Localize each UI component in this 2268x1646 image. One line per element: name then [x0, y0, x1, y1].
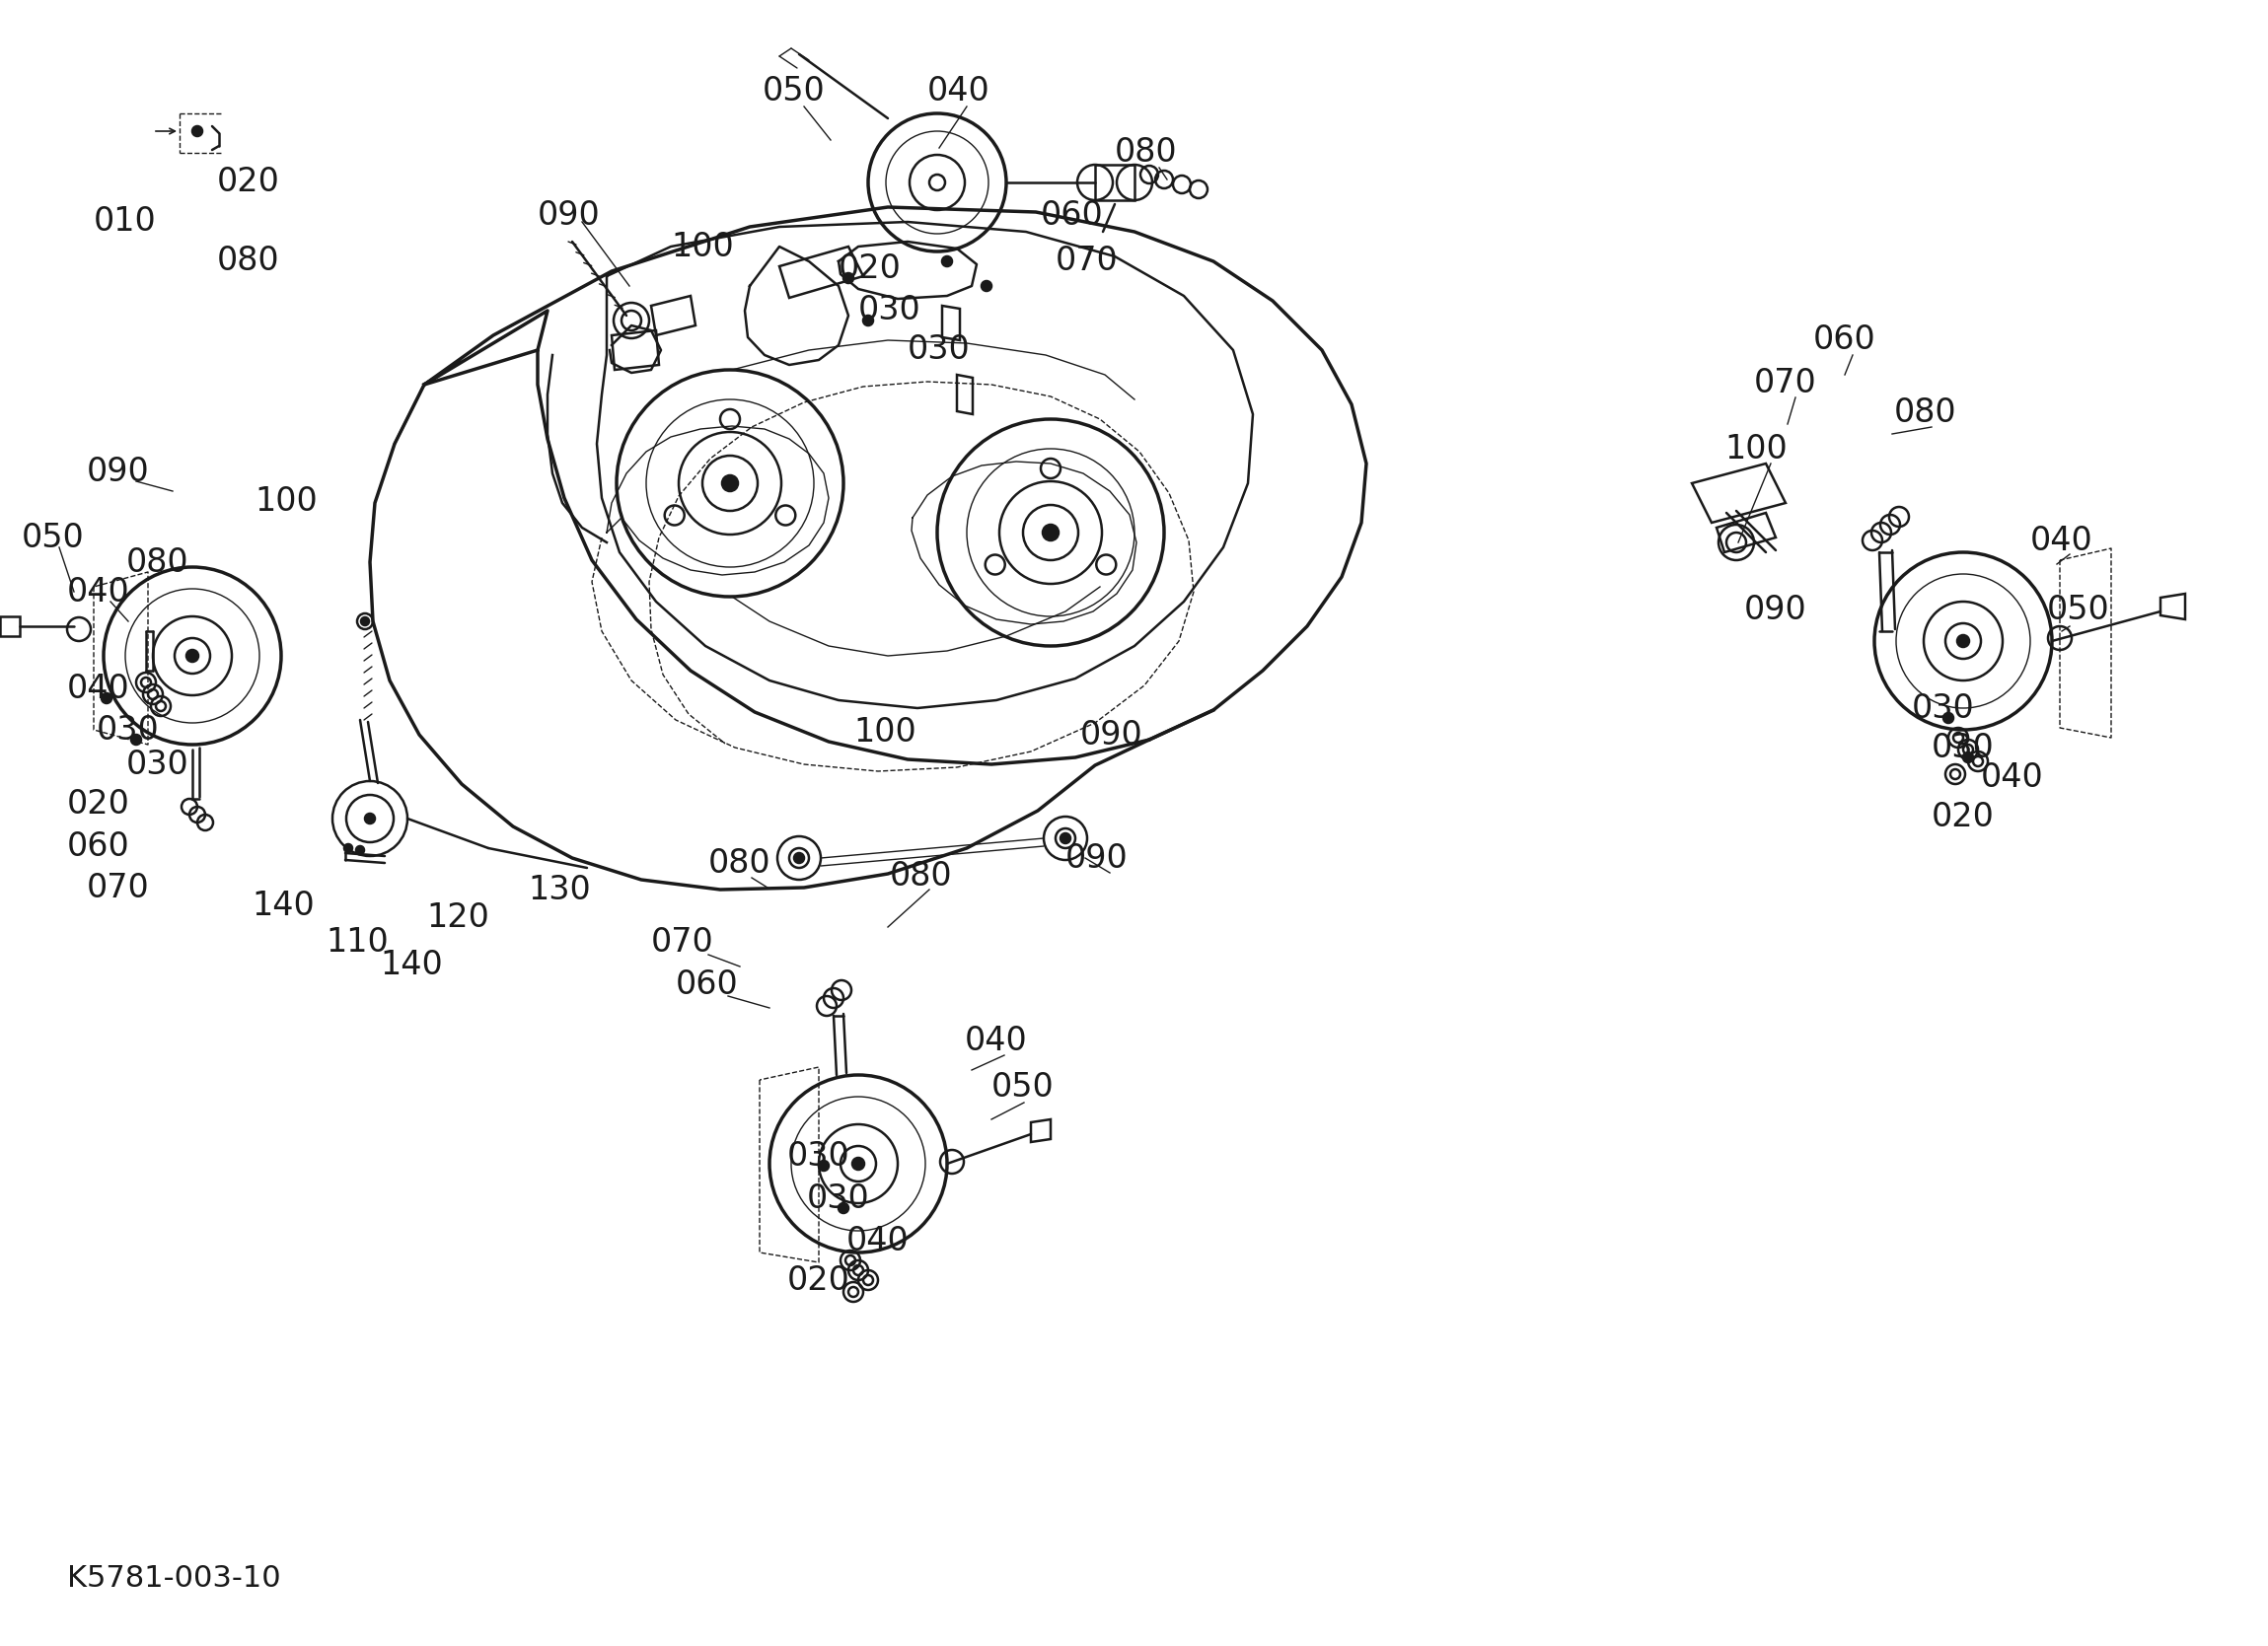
Text: 050: 050 — [991, 1070, 1055, 1103]
Text: 100: 100 — [671, 230, 735, 263]
Text: 070: 070 — [86, 871, 150, 904]
Text: 060: 060 — [68, 830, 129, 863]
Circle shape — [1061, 833, 1070, 843]
Text: 040: 040 — [846, 1225, 909, 1258]
Text: 050: 050 — [2048, 593, 2109, 625]
Text: 020: 020 — [839, 252, 903, 285]
Text: 100: 100 — [853, 716, 916, 747]
Text: 060: 060 — [1812, 324, 1876, 357]
Text: 100: 100 — [254, 484, 318, 517]
Text: 130: 130 — [528, 874, 590, 905]
Text: 040: 040 — [68, 672, 129, 704]
Circle shape — [721, 476, 737, 491]
Text: 060: 060 — [676, 968, 739, 1001]
Text: 090: 090 — [1744, 593, 1808, 625]
Text: 040: 040 — [928, 74, 991, 107]
Text: 090: 090 — [1066, 841, 1127, 874]
Text: 030: 030 — [857, 295, 921, 328]
Circle shape — [193, 127, 202, 137]
Circle shape — [1944, 713, 1953, 723]
Circle shape — [864, 316, 873, 326]
Text: 140: 140 — [252, 889, 315, 922]
Text: 070: 070 — [651, 925, 714, 958]
Text: 060: 060 — [1041, 199, 1105, 232]
Text: 080: 080 — [708, 846, 771, 879]
Text: 070: 070 — [1753, 367, 1817, 398]
Circle shape — [102, 693, 111, 703]
Text: 080: 080 — [127, 546, 188, 578]
Circle shape — [819, 1160, 828, 1170]
Circle shape — [853, 1157, 864, 1170]
Text: 090: 090 — [1080, 718, 1143, 751]
Text: 040: 040 — [68, 576, 129, 607]
Text: 030: 030 — [127, 747, 188, 780]
Text: 050: 050 — [23, 522, 84, 553]
Circle shape — [1957, 635, 1969, 647]
Text: 050: 050 — [762, 74, 826, 107]
Circle shape — [941, 257, 953, 267]
Text: 020: 020 — [68, 787, 129, 820]
Text: 030: 030 — [1932, 731, 1994, 764]
Text: 030: 030 — [1912, 691, 1975, 724]
Text: 110: 110 — [327, 925, 388, 958]
Text: 030: 030 — [98, 713, 159, 746]
Text: 030: 030 — [807, 1182, 871, 1215]
Text: 070: 070 — [1055, 245, 1118, 278]
Text: 030: 030 — [787, 1139, 850, 1172]
Circle shape — [345, 844, 352, 853]
Circle shape — [361, 617, 370, 625]
Text: 090: 090 — [538, 199, 601, 232]
Circle shape — [186, 650, 197, 662]
Circle shape — [982, 281, 991, 291]
Circle shape — [1964, 752, 1973, 762]
Text: 080: 080 — [1894, 397, 1957, 428]
Text: 080: 080 — [889, 859, 953, 892]
Circle shape — [132, 734, 141, 744]
Text: 040: 040 — [2030, 523, 2093, 556]
Text: 090: 090 — [86, 456, 150, 487]
Text: 020: 020 — [1932, 800, 1994, 833]
Circle shape — [365, 813, 374, 823]
Text: K5781-003-10: K5781-003-10 — [68, 1564, 281, 1592]
Text: 030: 030 — [907, 334, 971, 367]
Text: 040: 040 — [964, 1024, 1027, 1057]
Circle shape — [794, 853, 805, 863]
Text: 100: 100 — [1724, 433, 1787, 466]
Circle shape — [839, 1203, 848, 1213]
Text: 010: 010 — [93, 206, 156, 239]
Text: 080: 080 — [218, 245, 279, 278]
Circle shape — [1043, 525, 1059, 540]
Text: 020: 020 — [218, 166, 279, 199]
Text: 120: 120 — [426, 900, 490, 933]
Circle shape — [844, 273, 853, 283]
Text: 140: 140 — [379, 948, 442, 981]
Circle shape — [356, 846, 365, 854]
Text: 020: 020 — [787, 1264, 850, 1297]
Text: 040: 040 — [1980, 760, 2043, 793]
Text: 080: 080 — [1116, 137, 1177, 170]
